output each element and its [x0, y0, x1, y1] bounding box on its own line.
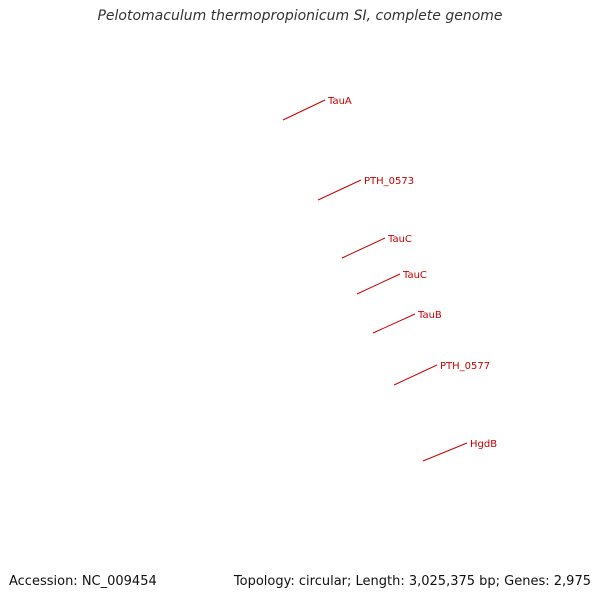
gene-label: HgdB: [470, 439, 497, 450]
gene-leader-line: [356, 273, 401, 295]
gene-label: TauC: [387, 234, 412, 245]
label-layer: TauA PTH_0573 TauC TauC TauB PTH_0577 HgdB: [282, 96, 497, 462]
gene-leader-line: [393, 364, 438, 386]
gene-leader-line: [282, 99, 326, 121]
gene-leader-line: [341, 237, 386, 259]
gene-label: TauB: [417, 310, 442, 321]
gene-label: PTH_0573: [364, 176, 414, 187]
gene-label: TauA: [327, 96, 352, 107]
accession-text: Accession: NC_009454: [9, 574, 157, 589]
genome-summary-text: Topology: circular; Length: 3,025,375 bp…: [233, 574, 591, 589]
gene-leader-line: [372, 313, 416, 334]
genome-title: Pelotomaculum thermopropionicum SI, comp…: [97, 8, 503, 24]
gene-leader-line: [317, 179, 362, 201]
gene-label: PTH_0577: [440, 361, 490, 372]
gene-leader-line: [422, 442, 468, 462]
gene-label: TauC: [402, 270, 427, 281]
